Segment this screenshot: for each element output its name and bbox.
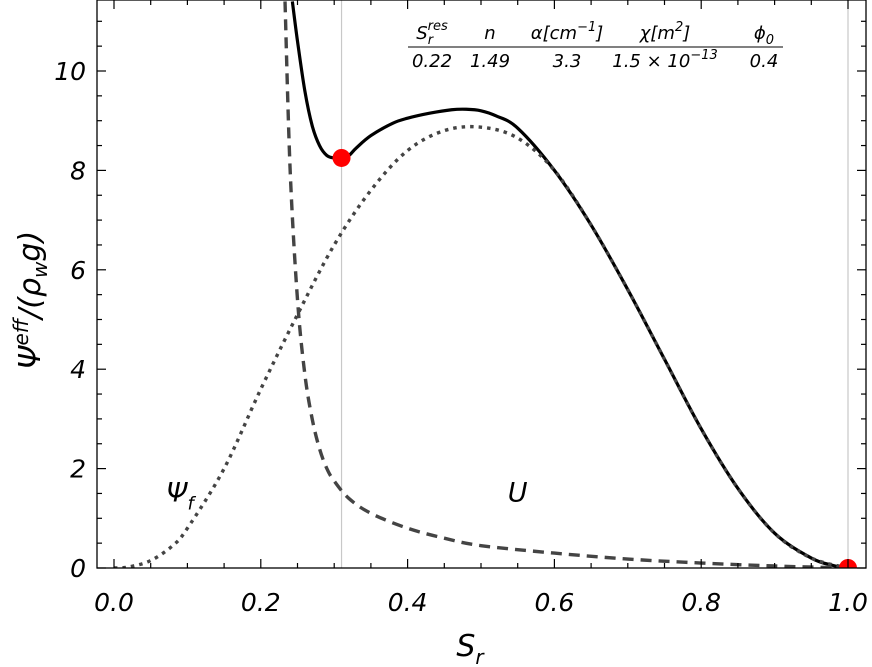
parameter-table: Sres r n α[cm−1] χ[m2] ϕ0 0.22 1.49 3.3 1.5 × 10−… (408, 19, 783, 72)
x-axis-label: Sr (456, 629, 485, 667)
series-dotted-line (113, 124, 849, 568)
y-tick-label: 8 (70, 156, 86, 185)
table-value-2: 3.3 (553, 51, 582, 72)
x-tick-label: 0.0 (94, 588, 134, 617)
x-tick-label: 1.0 (828, 588, 868, 617)
y-tick-label: 0 (70, 554, 86, 583)
series-dashed-line (283, 1, 849, 568)
annotation-label-1: U (508, 477, 528, 508)
y-tick-label: 4 (70, 355, 86, 384)
table-header-1: n (484, 23, 495, 44)
y-tick-label: 2 (70, 455, 86, 484)
table-value-0: 0.22 (412, 51, 452, 72)
table-value-3: 1.5 × 10−13 (612, 48, 718, 72)
table-header-4: ϕ0 (754, 23, 774, 48)
x-tick-label: 0.4 (388, 588, 428, 617)
table-header-3: χ[m2] (639, 20, 691, 44)
series-solid-line (290, 1, 849, 568)
x-tick-label: 0.8 (681, 588, 721, 617)
table-header-2: α[cm−1] (531, 20, 604, 44)
table-value-1: 1.49 (470, 51, 510, 72)
y-axis-label: Ψeff/(ρwg) (9, 231, 52, 369)
table-value-4: 0.4 (750, 51, 779, 72)
marker-point-0 (332, 148, 351, 167)
table-header-0: Sres r (416, 19, 448, 48)
x-tick-label: 0.6 (535, 588, 575, 617)
y-tick-label: 6 (70, 256, 86, 285)
y-tick-label: 10 (54, 57, 86, 86)
x-tick-label: 0.2 (241, 588, 281, 617)
annotation-label-0: Ψf (166, 477, 196, 514)
